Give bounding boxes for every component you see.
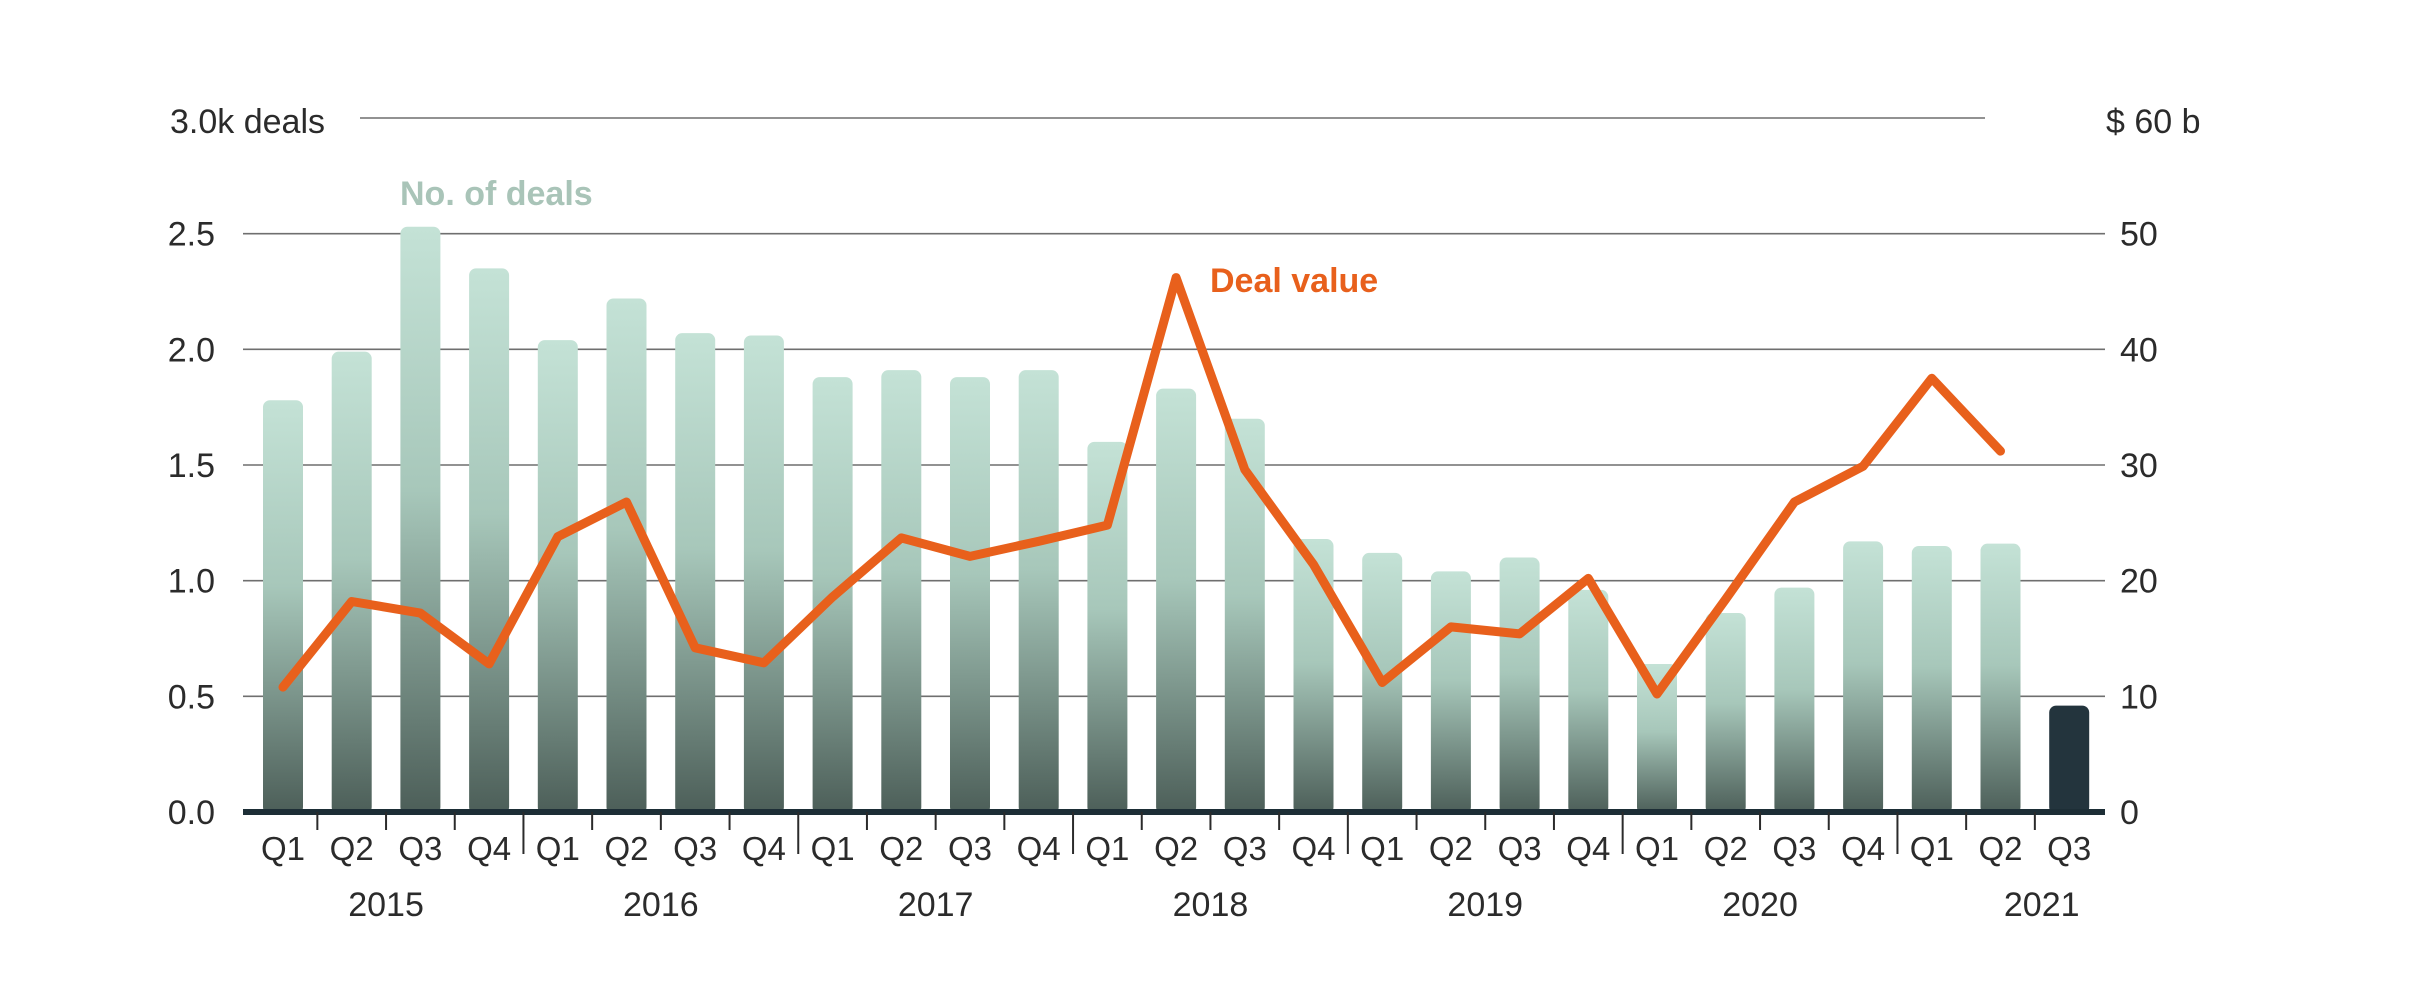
bar: [1430, 571, 1471, 814]
quarter-label: Q3: [673, 830, 717, 867]
quarter-label: Q4: [1291, 830, 1335, 867]
bar: [675, 333, 716, 814]
bar: [1087, 441, 1128, 814]
deal-value-line: [278, 273, 2005, 699]
bar: [1980, 543, 2021, 814]
left-tick-label: 1.5: [168, 447, 215, 485]
quarter-label: Q3: [1772, 830, 1816, 867]
quarter-label: Q4: [467, 830, 511, 867]
quarter-label: Q2: [330, 830, 374, 867]
bar: [1568, 589, 1609, 814]
left-axis-top-label: 3.0k deals: [170, 103, 325, 141]
quarter-label: Q1: [261, 830, 305, 867]
series-label-deals: No. of deals: [400, 175, 593, 213]
quarter-label: Q4: [1841, 830, 1885, 867]
quarter-label: Q3: [948, 830, 992, 867]
left-tick-label: 2.0: [168, 331, 215, 369]
year-label: 2017: [898, 886, 974, 924]
quarter-label: Q4: [1017, 830, 1061, 867]
bar: [1705, 613, 1746, 814]
right-tick-label: 0: [2120, 794, 2139, 832]
quarter-label: Q2: [1704, 830, 1748, 867]
bar: [331, 351, 372, 814]
quarter-label: Q1: [1360, 830, 1404, 867]
year-label: 2016: [623, 886, 699, 924]
left-axis-ticks: 0.0 0.5 1.0 1.5 2.0 2.5: [168, 216, 215, 832]
bar: [537, 340, 578, 814]
bar: [950, 377, 990, 814]
right-tick-label: 20: [2120, 563, 2158, 601]
right-tick-label: 10: [2120, 678, 2158, 716]
bar: [1499, 557, 1540, 814]
right-axis-top-label: $ 60 b: [2106, 103, 2201, 141]
deal-value-line-group: [278, 273, 2005, 699]
year-label: 2021: [2004, 886, 2080, 924]
bar: [1637, 663, 1677, 814]
bar: [263, 400, 303, 814]
quarter-label: Q1: [811, 830, 855, 867]
quarter-label: Q3: [398, 830, 442, 867]
bar: [743, 335, 784, 814]
series-label-deal-value: Deal value: [1210, 262, 1378, 300]
year-label: 2019: [1447, 886, 1523, 924]
bar-highlight: [2049, 705, 2090, 814]
quarter-label: Q1: [1085, 830, 1129, 867]
left-tick-label: 1.0: [168, 563, 215, 601]
quarter-label: Q4: [1566, 830, 1610, 867]
right-tick-label: 40: [2120, 331, 2158, 369]
year-label: 2018: [1173, 886, 1249, 924]
bar: [400, 226, 441, 814]
bar: [1156, 388, 1197, 814]
quarter-label: Q1: [1910, 830, 1954, 867]
quarter-label: Q2: [879, 830, 923, 867]
right-tick-label: 50: [2120, 216, 2158, 254]
quarter-label: Q3: [1223, 830, 1267, 867]
quarter-label: Q3: [1498, 830, 1542, 867]
x-axis-ticks: Q1 Q2 Q3 Q4 Q1 Q2 Q3 Q4 Q1 Q2 Q3 Q4 Q1 Q2 Q3 Q4 Q1 Q2 Q3 Q4…: [261, 812, 2091, 924]
left-tick-label: 0.0: [168, 794, 215, 832]
bar: [1843, 541, 1884, 814]
bar: [1774, 587, 1815, 814]
left-tick-label: 0.5: [168, 678, 215, 716]
year-label: 2015: [348, 886, 424, 924]
bar: [1293, 539, 1334, 814]
bar: [1911, 545, 1952, 814]
quarter-label: Q1: [536, 830, 580, 867]
bar: [469, 268, 510, 814]
quarter-label: Q2: [1429, 830, 1473, 867]
right-tick-label: 30: [2120, 447, 2158, 485]
year-label: 2020: [1722, 886, 1798, 924]
bar: [606, 298, 647, 814]
left-tick-label: 2.5: [168, 216, 215, 254]
bar: [1018, 370, 1059, 814]
bar: [881, 370, 922, 814]
bars-group: [263, 226, 2090, 814]
quarter-label: Q2: [1978, 830, 2022, 867]
quarter-label: Q2: [604, 830, 648, 867]
quarter-label: Q3: [2047, 830, 2091, 867]
quarter-label: Q4: [742, 830, 786, 867]
bar: [1224, 418, 1265, 814]
quarter-label: Q2: [1154, 830, 1198, 867]
right-axis-ticks: 0 10 20 30 40 50: [2120, 216, 2158, 832]
quarter-label: Q1: [1635, 830, 1679, 867]
